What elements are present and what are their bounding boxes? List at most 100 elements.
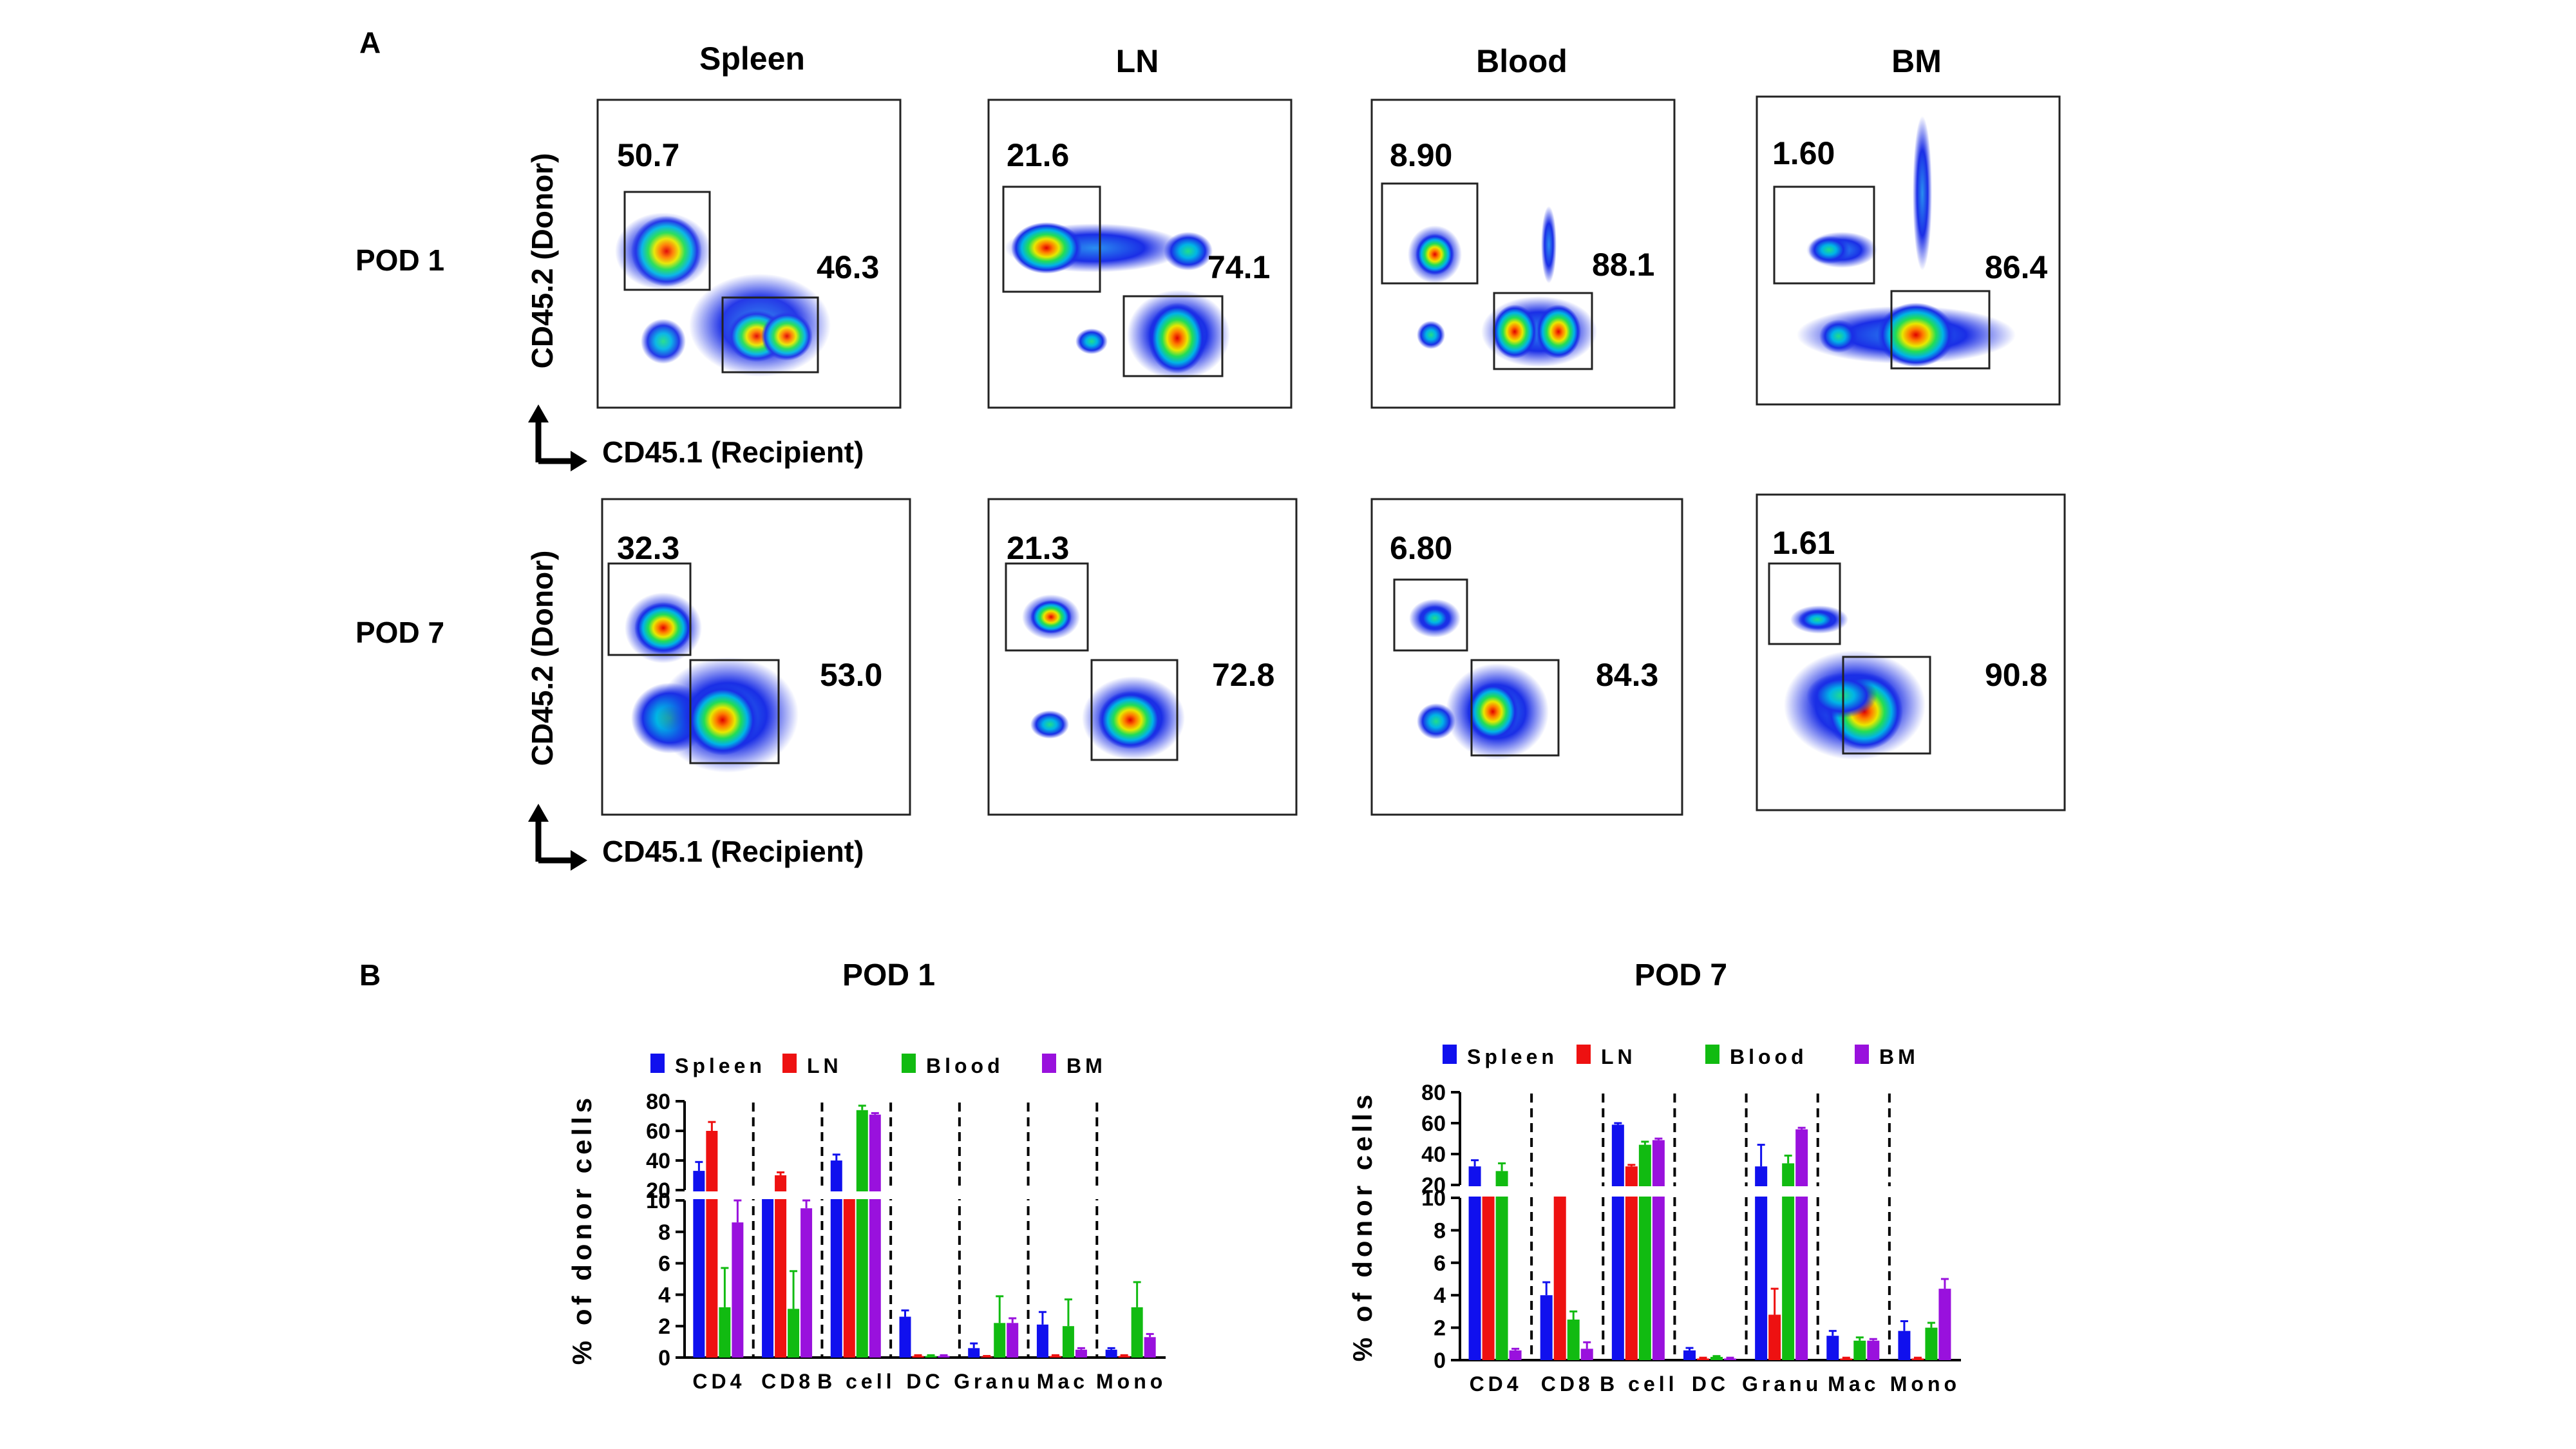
plot-frame [987, 498, 1298, 816]
y-tick-label: 40 [646, 1149, 670, 1173]
bar [1509, 1350, 1522, 1360]
bar [1710, 1356, 1723, 1360]
recipient-percentage: 84.3 [1596, 657, 1658, 693]
flow-plot-ln-pod1: 21.6 74.1 [987, 99, 1293, 409]
bar [1553, 1195, 1566, 1360]
category-label: Mono [1890, 1372, 1960, 1396]
y-tick-label: 40 [1421, 1142, 1446, 1167]
recipient-percentage: 53.0 [820, 657, 882, 693]
bar [1062, 1326, 1074, 1358]
legend-label: LN [1601, 1045, 1636, 1068]
bar [1795, 1129, 1808, 1360]
bar [1782, 1163, 1795, 1360]
donor-percentage: 32.3 [617, 530, 679, 566]
recipient-percentage: 90.8 [1985, 657, 2047, 693]
recipient-gate [689, 659, 780, 764]
bar [1638, 1144, 1651, 1360]
recipient-gate [1090, 659, 1179, 761]
bar [912, 1356, 924, 1358]
axis-arrow-right-head [571, 850, 587, 871]
bar [1482, 1195, 1495, 1360]
category-label: Granu [1742, 1372, 1822, 1396]
column-header-blood: Blood [1476, 43, 1567, 79]
axis-break-band [682, 1191, 1168, 1199]
bar [1697, 1358, 1709, 1360]
y-tick-label: 4 [658, 1283, 670, 1307]
legend-swatch [782, 1054, 797, 1073]
column-header-spleen: Spleen [699, 41, 805, 77]
row-label-pod1: POD 1 [355, 243, 444, 277]
donor-gate [1005, 562, 1089, 652]
donor-gate [1768, 562, 1841, 645]
bar [938, 1356, 950, 1358]
donor-gate [607, 562, 692, 656]
category-label: Mac [1828, 1372, 1879, 1396]
plot-frame [1370, 498, 1683, 816]
density-clouds [1408, 206, 1597, 367]
bar [1898, 1331, 1911, 1360]
bar [869, 1114, 881, 1358]
legend-swatch [1855, 1045, 1869, 1064]
donor-percentage: 6.80 [1390, 530, 1452, 566]
axis-arrow-icon [535, 419, 573, 464]
bar [1075, 1349, 1087, 1358]
y-tick-label: 6 [658, 1252, 670, 1276]
column-header-bm: BM [1891, 43, 1942, 79]
axis-arrow-right-head [571, 451, 587, 471]
axis-arrow-icon [535, 818, 573, 864]
legend-swatch [1705, 1045, 1719, 1064]
legend-label: Spleen [1467, 1045, 1558, 1068]
bar [981, 1356, 993, 1358]
donor-gate [1393, 578, 1468, 652]
y-axis-label-row1: CD45.2 (Donor) [526, 153, 559, 369]
axis-break-band [1457, 1186, 1964, 1197]
bar [800, 1208, 813, 1358]
y-tick-label: 2 [1434, 1316, 1446, 1341]
donor-percentage: 21.6 [1007, 137, 1069, 173]
y-tick-label: 10 [646, 1189, 670, 1213]
y-tick-label: 2 [658, 1314, 670, 1339]
y-tick-label: 8 [658, 1220, 670, 1245]
bar [843, 1198, 855, 1358]
bar [1768, 1314, 1781, 1360]
recipient-gate [721, 296, 819, 374]
plot-frame [1756, 493, 2066, 811]
bar [1724, 1358, 1736, 1360]
y-axis-label: % of donor cells [567, 1094, 597, 1365]
flow-plot-spleen-pod7: 32.3 53.0 [601, 498, 911, 816]
bar [1826, 1336, 1839, 1360]
category-label: DC [906, 1370, 943, 1393]
bar [1495, 1171, 1508, 1360]
bar [1840, 1358, 1853, 1360]
flow-plot-bm-pod7: 1.61 90.8 [1756, 493, 2066, 811]
bar [1911, 1358, 1924, 1360]
density-clouds [1022, 594, 1185, 760]
bar [856, 1110, 868, 1358]
legend-swatch [650, 1054, 665, 1073]
bar [762, 1198, 774, 1358]
recipient-percentage: 72.8 [1212, 657, 1274, 693]
bar [1755, 1166, 1768, 1360]
bar [1938, 1289, 1951, 1360]
chart-title: POD 1 [842, 958, 935, 992]
donor-percentage: 50.7 [617, 137, 679, 173]
bar [1853, 1340, 1866, 1360]
bar [1567, 1320, 1580, 1360]
chart-title: POD 7 [1634, 958, 1727, 992]
legend-label: LN [807, 1054, 842, 1077]
legend-label: Spleen [675, 1054, 766, 1077]
bar [693, 1171, 705, 1358]
recipient-gate [1122, 295, 1224, 377]
recipient-percentage: 74.1 [1208, 249, 1270, 285]
recipient-percentage: 88.1 [1592, 247, 1654, 283]
bar [788, 1309, 800, 1358]
category-label: DC [1692, 1372, 1729, 1396]
donor-gate [623, 191, 711, 291]
bar [1049, 1356, 1061, 1358]
y-tick-label: 80 [1421, 1081, 1446, 1105]
bar [1131, 1307, 1143, 1358]
bar [968, 1348, 980, 1358]
bar [732, 1222, 744, 1358]
recipient-gate [1493, 292, 1593, 370]
